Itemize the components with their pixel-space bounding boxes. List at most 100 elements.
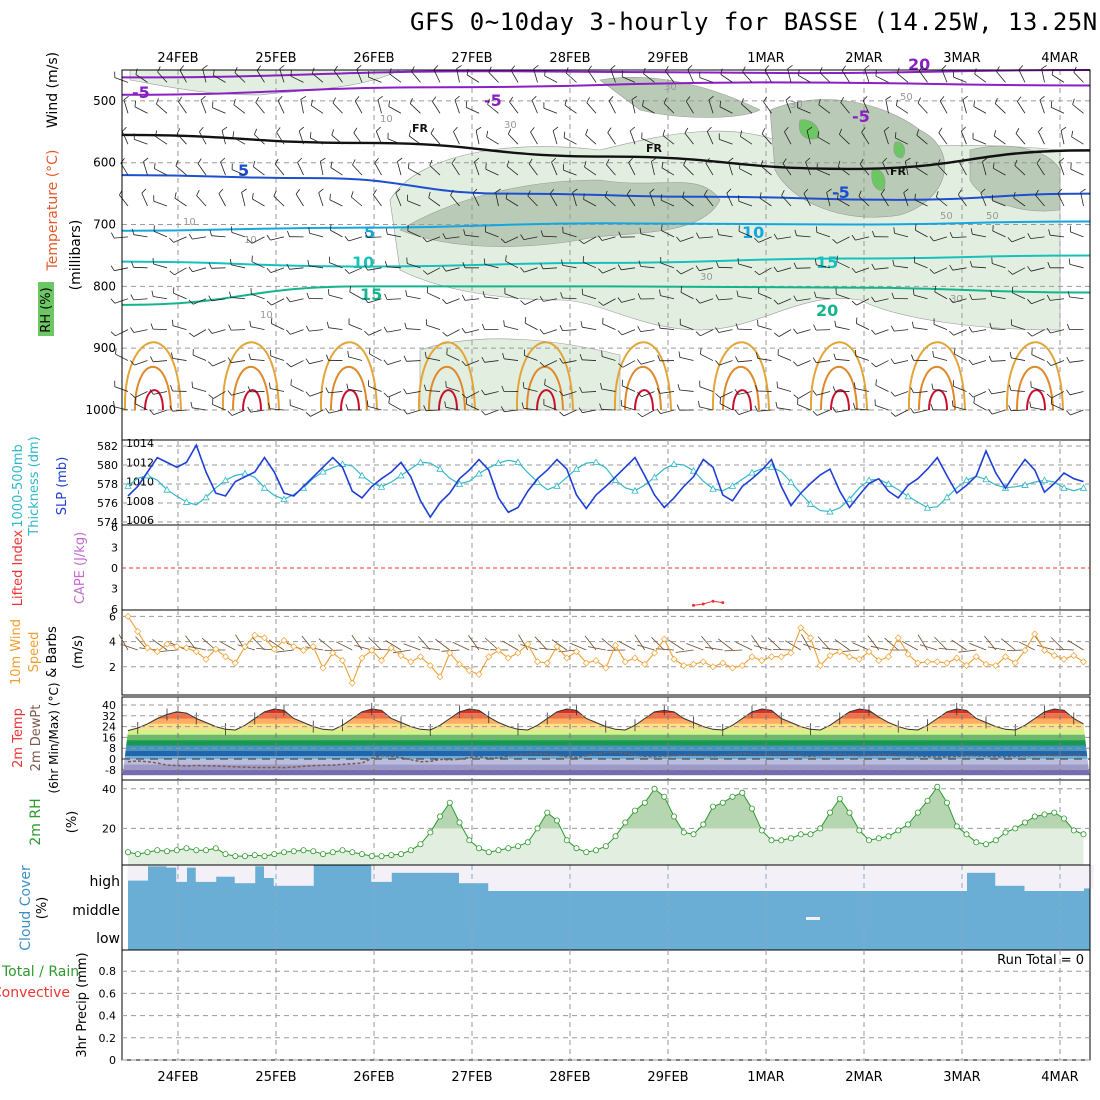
wind-barb-flag [300,95,307,100]
wind-barb-flag [953,347,956,354]
wind-barb-flag [279,64,285,70]
wind-barb-flag [539,296,544,302]
wind-barb [629,130,636,145]
rh-contour-label: 30 [664,82,677,93]
wind-barb-flag [910,407,915,414]
wind-barb [642,105,655,114]
wind-barb-flag [522,382,525,389]
wind-barb-flag [903,188,909,194]
wind-barb-flag [864,64,870,70]
surface-wind-barb [675,649,694,653]
lowlevel-temp-contour [1026,389,1046,411]
rh2m-marker [193,847,200,854]
cloud-high-gap [205,865,217,882]
wind-barb-flag [617,330,623,336]
wind-barb-flag [637,412,643,418]
wind-barb-flag [1047,262,1051,268]
wind-barb-flag [520,300,526,305]
wind-barb-flag [618,231,622,238]
wind-barb [153,263,168,269]
cloud-high-gap [546,865,558,891]
wind-barb [738,263,753,269]
slp-frame [121,439,1091,526]
rh2m-ylabel: (%) [65,811,80,834]
rh2m-marker [641,799,648,806]
rh2m-marker [1061,815,1068,822]
surface-wind-barb [569,642,587,651]
wind-barb-flag [383,326,388,333]
thickness-marker [982,475,990,483]
wind-barb-flag [141,188,147,194]
wind-barb [837,198,850,207]
wind-barb [917,102,928,114]
wind-barb [1051,107,1065,114]
wind-barb-flag [297,157,302,163]
surface-wind-barb [1036,644,1055,651]
wind-barb [1031,329,1045,337]
wind-speed-marker [524,640,532,648]
thickness-marker [650,473,659,481]
wind-barb [387,233,402,238]
wind-barb-flag [896,67,900,74]
wind-barb-flag [1048,229,1051,236]
wind-barb [816,169,831,176]
wind-barb [387,138,402,145]
rh2m-marker [1012,825,1019,832]
wind-barb [972,360,987,365]
cloud-high-gap [878,865,889,891]
wind-barb-flag [199,127,204,133]
wind-barb-flag [202,64,208,70]
wind-barb [993,167,1006,176]
wind-barb-flag [544,378,546,385]
wind-speed-marker [563,654,571,662]
cloud-high-gap [771,865,782,891]
rh2m-marker [241,853,248,860]
wind-speed-marker [1080,658,1087,666]
wind-barb [533,68,538,83]
wind-barb [121,131,129,145]
wind-barb-flag [444,401,447,408]
cloud-high-gap [975,865,987,873]
surface-wind-barb [601,638,616,651]
wind-barb-flag [607,127,612,133]
cloud-high-gap [634,865,646,891]
rh-contour-label: 30 [504,120,517,131]
wind-barb [524,298,538,305]
wind-barb [973,402,987,411]
rh2m-marker [612,833,619,840]
thickness-marker [377,483,386,490]
wind-barb-flag [734,409,740,415]
wind-barb [797,360,811,367]
wind-barb [608,100,616,114]
date-label-bottom: 25FEB [255,1070,296,1085]
wind-barb-flag [617,297,622,303]
wind-barb [114,267,129,272]
wind-barb-flag [266,234,271,241]
cloud-high-gap [810,865,821,891]
surface-wind-barb [435,638,450,651]
wind-barb [369,353,382,361]
wind-barb [708,99,714,114]
wind-barb [953,385,967,392]
lowlevel-temp-contour [634,389,654,411]
wind-barb [680,267,694,275]
wind-barb [952,406,967,411]
wind-barb [817,136,831,145]
wind-barb-flag [1046,360,1052,366]
cloud-high-gap [839,865,850,891]
wind-barb-flag [659,289,661,296]
wind-barb [992,263,1006,269]
surface-wind-barb [534,636,548,651]
rh2m-marker [534,825,541,832]
thickness-marker [943,493,951,501]
surface-wind-barb [152,639,168,651]
rh2m-marker [934,783,941,790]
wind-barb [934,291,948,300]
cloud-high-gap [556,865,568,891]
wind-barb [601,388,616,392]
upper-air-ylabel: (millibars) [68,220,84,291]
wind-barb-flag [326,354,329,361]
wind-barb [562,360,577,364]
surface-wind-barb [618,641,636,651]
wind-barb-flag [579,386,583,393]
